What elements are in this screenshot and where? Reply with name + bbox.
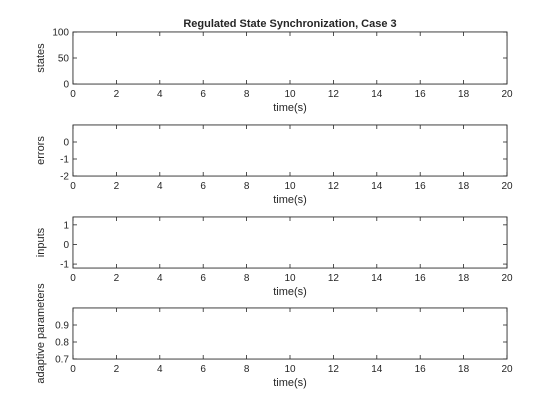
adaptive-parameters-xtick-label-3: 6	[200, 364, 206, 375]
inputs-ytick-label-1: 0	[63, 240, 69, 251]
errors-ytick-label-1: -1	[60, 155, 69, 166]
adaptive-parameters-ytick-label-1: 0.8	[55, 338, 69, 349]
adaptive-parameters-xtick-label-5: 10	[284, 364, 296, 375]
states-xtick-label-3: 6	[200, 89, 206, 100]
states-xlabel: time(s)	[273, 102, 307, 114]
errors-axes-frame	[72, 124, 508, 177]
errors-xtick-label-10: 20	[501, 181, 513, 192]
states-xtick-label-10: 20	[501, 89, 513, 100]
adaptive-parameters-ytick-label-2: 0.9	[55, 321, 69, 332]
subplot-errors: 0 2 4 6 8 10 12 14 16 18 20 -2 -1 0 time(s) errors	[35, 124, 513, 206]
states-xtick-label-4: 8	[244, 89, 250, 100]
errors-xtick-label-2: 4	[157, 181, 163, 192]
adaptive-parameters-ytick-label-0: 0.7	[55, 355, 69, 366]
errors-xtick-label-6: 12	[328, 181, 340, 192]
errors-ylabel: errors	[35, 136, 47, 165]
inputs-xtick-label-2: 4	[157, 273, 163, 284]
adaptive-parameters-xtick-label-10: 20	[501, 364, 513, 375]
inputs-xtick-label-9: 18	[458, 273, 470, 284]
adaptive-parameters-xtick-label-7: 14	[371, 364, 383, 375]
adaptive-parameters-xtick-label-9: 18	[458, 364, 470, 375]
states-xtick-label-8: 16	[415, 89, 427, 100]
inputs-xtick-label-5: 10	[284, 273, 296, 284]
inputs-xtick-label-10: 20	[501, 273, 513, 284]
states-ytick-label-2: 100	[52, 28, 69, 39]
adaptive-parameters-xtick-label-1: 2	[114, 364, 120, 375]
inputs-xtick-label-4: 8	[244, 273, 250, 284]
states-xtick-label-5: 10	[284, 89, 296, 100]
states-xtick-label-2: 4	[157, 89, 163, 100]
states-xtick-label-7: 14	[371, 89, 383, 100]
adaptive-parameters-xtick-label-4: 8	[244, 364, 250, 375]
inputs-xtick-label-3: 6	[200, 273, 206, 284]
subplot-states: 0 2 4 6 8 10 12 14 16 18 20 0 50 100 time(s) states	[35, 28, 513, 115]
inputs-xtick-label-8: 16	[415, 273, 427, 284]
states-ylabel: states	[35, 43, 47, 73]
errors-xtick-label-8: 16	[415, 181, 427, 192]
states-xtick-label-1: 2	[114, 89, 120, 100]
inputs-xtick-label-0: 0	[70, 273, 76, 284]
subplot-adaptive-parameters: 0 2 4 6 8 10 12 14 16 18 20 0.7 0.8 0.9 time(s) adaptiv…	[35, 283, 513, 389]
states-xtick-label-9: 18	[458, 89, 470, 100]
figure-title: Regulated State Synchronization, Case 3	[183, 18, 396, 30]
inputs-xtick-label-7: 14	[371, 273, 383, 284]
errors-xtick-label-1: 2	[114, 181, 120, 192]
errors-xlabel: time(s)	[273, 194, 307, 206]
inputs-axes-frame	[72, 216, 508, 269]
errors-xtick-label-5: 10	[284, 181, 296, 192]
states-xtick-label-0: 0	[70, 89, 76, 100]
errors-xtick-label-7: 14	[371, 181, 383, 192]
errors-ytick-label-0: -2	[60, 172, 69, 183]
adaptive-parameters-xtick-label-6: 12	[328, 364, 340, 375]
inputs-xtick-label-6: 12	[328, 273, 340, 284]
states-ytick-label-0: 0	[63, 80, 69, 91]
errors-xtick-label-0: 0	[70, 181, 76, 192]
adaptive-parameters-axes-frame	[72, 307, 508, 360]
states-ytick-label-1: 50	[58, 54, 70, 65]
inputs-ytick-label-2: 1	[63, 220, 69, 231]
inputs-xtick-label-1: 2	[114, 273, 120, 284]
adaptive-parameters-xtick-label-2: 4	[157, 364, 163, 375]
inputs-ytick-label-0: -1	[60, 260, 69, 271]
adaptive-parameters-xlabel: time(s)	[273, 377, 307, 389]
inputs-ylabel: inputs	[35, 227, 47, 257]
errors-ytick-label-2: 0	[63, 138, 69, 149]
adaptive-parameters-ylabel: adaptive parameters	[35, 283, 47, 384]
errors-xtick-label-3: 6	[200, 181, 206, 192]
adaptive-parameters-xtick-label-0: 0	[70, 364, 76, 375]
errors-xtick-label-4: 8	[244, 181, 250, 192]
states-axes-frame	[72, 31, 508, 85]
errors-xtick-label-9: 18	[458, 181, 470, 192]
adaptive-parameters-xtick-label-8: 16	[415, 364, 427, 375]
states-xtick-label-6: 12	[328, 89, 340, 100]
inputs-xlabel: time(s)	[273, 286, 307, 298]
